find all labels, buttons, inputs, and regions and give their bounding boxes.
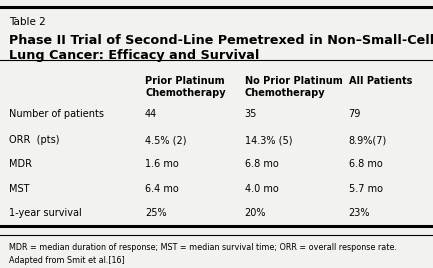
Text: No Prior Platinum
Chemotherapy: No Prior Platinum Chemotherapy <box>245 76 343 98</box>
Text: MDR = median duration of response; MST = median survival time; ORR = overall res: MDR = median duration of response; MST =… <box>9 243 397 252</box>
Text: Phase II Trial of Second-Line Pemetrexed in Non–Small-Cell
Lung Cancer: Efficacy: Phase II Trial of Second-Line Pemetrexed… <box>9 34 433 62</box>
Text: 6.8 mo: 6.8 mo <box>245 159 278 169</box>
Text: 20%: 20% <box>245 208 266 218</box>
Text: 25%: 25% <box>145 208 167 218</box>
Text: 4.5% (2): 4.5% (2) <box>145 135 187 145</box>
Text: ORR  (pts): ORR (pts) <box>9 135 59 145</box>
Text: 14.3% (5): 14.3% (5) <box>245 135 292 145</box>
Text: Adapted from Smit et al.[16]: Adapted from Smit et al.[16] <box>9 256 124 265</box>
Text: Prior Platinum
Chemotherapy: Prior Platinum Chemotherapy <box>145 76 226 98</box>
Text: 4.0 mo: 4.0 mo <box>245 184 278 193</box>
Text: 1.6 mo: 1.6 mo <box>145 159 179 169</box>
Text: MST: MST <box>9 184 29 193</box>
Text: 23%: 23% <box>349 208 370 218</box>
Text: Table 2: Table 2 <box>9 17 45 27</box>
Text: Number of patients: Number of patients <box>9 109 103 118</box>
Text: 8.9%(7): 8.9%(7) <box>349 135 387 145</box>
Text: 6.4 mo: 6.4 mo <box>145 184 179 193</box>
Text: 79: 79 <box>349 109 361 118</box>
Text: 1-year survival: 1-year survival <box>9 208 81 218</box>
Text: MDR: MDR <box>9 159 32 169</box>
Text: All Patients: All Patients <box>349 76 412 86</box>
Text: 6.8 mo: 6.8 mo <box>349 159 382 169</box>
Text: 35: 35 <box>245 109 257 118</box>
Text: 44: 44 <box>145 109 157 118</box>
Text: 5.7 mo: 5.7 mo <box>349 184 383 193</box>
